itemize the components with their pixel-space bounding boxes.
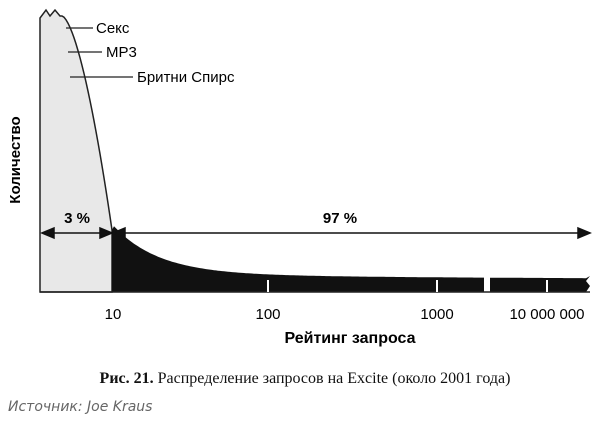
range-arrows	[40, 226, 592, 240]
x-tick-label: 1000	[420, 306, 453, 323]
head-area	[39, 8, 113, 293]
annotation-sex: Секс	[96, 20, 130, 37]
x-tick-label: 10 000 000	[509, 306, 584, 323]
x-axis-label: Рейтинг запроса	[284, 330, 415, 347]
axis-break	[484, 270, 490, 294]
tail-area	[112, 226, 590, 292]
x-tick-label: 10	[105, 306, 122, 323]
chart: Секс MP3 Бритни Спирс 3 % 97 % 10 100 10…	[7, 8, 592, 347]
annotation-lines	[66, 27, 133, 78]
range-label-head: 3 %	[64, 210, 90, 227]
annotation-britney: Бритни Спирс	[137, 69, 235, 86]
annotation-mp3: MP3	[106, 44, 137, 61]
caption-number: Рис. 21.	[99, 370, 154, 387]
y-axis-label: Количество	[7, 116, 24, 203]
caption-text: Распределение запросов на Excite (около …	[157, 370, 511, 387]
range-label-tail: 97 %	[323, 210, 357, 227]
x-tick-label: 100	[255, 306, 280, 323]
figure-caption: Рис. 21. Распределение запросов на Excit…	[0, 370, 610, 388]
figure-source: Источник: Joe Kraus	[8, 399, 153, 415]
